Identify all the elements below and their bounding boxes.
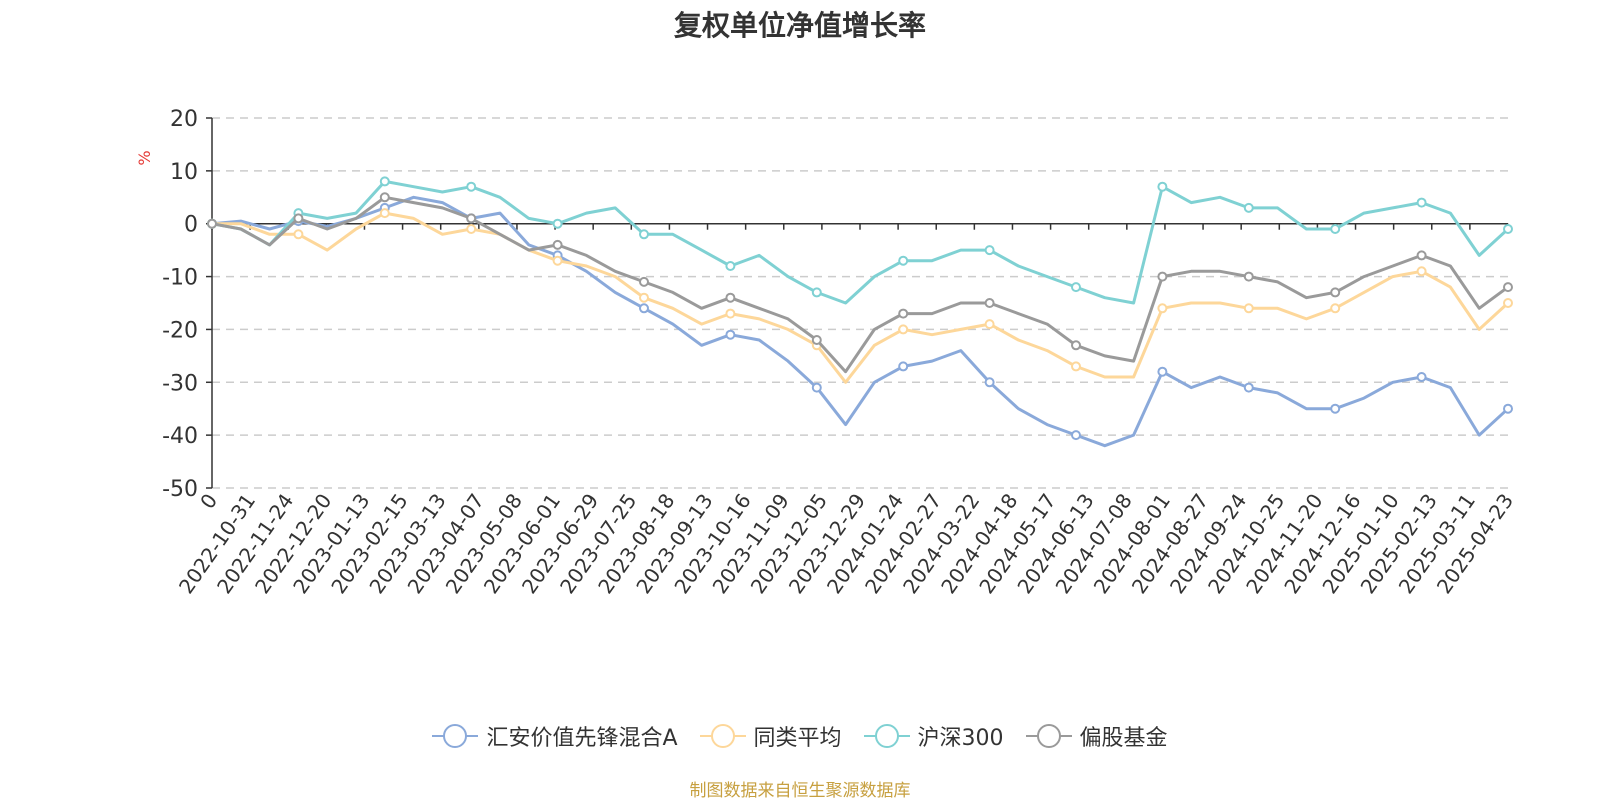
chart-title: 复权单位净值增长率 [673,9,926,42]
series-point [1157,271,1168,282]
series-point [1416,372,1427,382]
series-point [984,377,995,388]
series-point [1243,303,1254,314]
series-point [466,224,477,234]
series-point [1243,271,1254,282]
axes: 20100-10-20-30-40-5002022-10-312022-11-2… [162,107,1518,598]
y-tick-label: -30 [162,371,198,396]
series-point [1330,403,1341,414]
series-point [379,208,390,219]
y-tick-label: 10 [170,160,198,185]
series-point [639,276,649,287]
series-point [1157,181,1168,192]
series-point [725,329,736,340]
series-point [984,298,995,308]
legend: 汇安价值先锋混合A 同类平均 沪深300 偏股基金 [0,720,1600,752]
series-point [639,303,649,314]
series-point [811,335,822,345]
series-point [207,218,217,229]
x-tick-label: 0 [195,489,222,513]
series-line-0 [211,195,1510,448]
y-axis-unit: % [135,150,154,165]
series-point [1243,202,1254,213]
series-point [898,255,909,266]
series-point [1071,430,1081,441]
series-point [725,308,736,319]
series-point [1071,282,1081,293]
series-lines [207,176,1513,448]
series-point [725,292,736,303]
series-line-3 [211,195,1509,374]
series-point [1503,403,1513,414]
legend-label: 偏股基金 [1079,726,1168,751]
y-tick-label: -50 [162,477,198,502]
legend-symbol-icon [1025,724,1072,748]
legend-symbol-icon [863,724,910,748]
source-note: 制图数据来自恒生聚源数据库 [689,781,911,801]
legend-symbol-icon [699,724,746,748]
series-line-2 [211,179,1510,305]
y-tick-label: -40 [162,424,198,449]
series-point [1330,224,1341,234]
y-tick-label: -10 [162,266,198,291]
series-point [984,319,995,330]
series-point [1330,303,1341,314]
series-point [552,239,563,250]
series-line-1 [212,211,1510,384]
series-point [1243,382,1254,393]
series-point [552,218,563,229]
y-tick-label: 20 [170,107,198,132]
legend-label: 同类平均 [753,726,842,751]
series-point [1416,197,1427,208]
series-point [639,229,649,240]
series-point [1503,282,1513,293]
grid-lines [212,117,1508,489]
series-point [898,324,909,335]
legend-item[interactable]: 偏股基金 [1025,720,1168,752]
series-point [1157,366,1168,377]
series-point [811,287,822,298]
series-point [639,292,649,303]
series-point [379,192,390,203]
series-point [466,181,477,192]
series-point [1503,224,1513,234]
series-point [1416,266,1427,277]
legend-label: 汇安价值先锋混合A [486,726,678,751]
series-point [1416,250,1427,261]
series-point [293,213,304,224]
legend-label: 沪深300 [917,726,1004,751]
y-tick-label: -20 [162,318,198,343]
series-point [1503,298,1513,308]
y-tick-label: 0 [184,213,198,238]
series-point [1071,340,1081,351]
series-point [984,245,995,256]
legend-item[interactable]: 沪深300 [863,720,1004,752]
series-point [466,213,477,224]
legend-item[interactable]: 同类平均 [699,720,842,752]
series-point [1330,287,1341,298]
series-point [898,361,909,372]
series-point [379,176,390,187]
series-point [725,261,736,271]
series-point [1157,303,1168,314]
series-point [898,308,909,319]
legend-symbol-icon [432,724,479,748]
series-point [1071,361,1081,372]
legend-item[interactable]: 汇安价值先锋混合A [432,720,678,752]
series-point [811,382,822,393]
series-point [552,255,563,266]
series-point [293,229,304,240]
